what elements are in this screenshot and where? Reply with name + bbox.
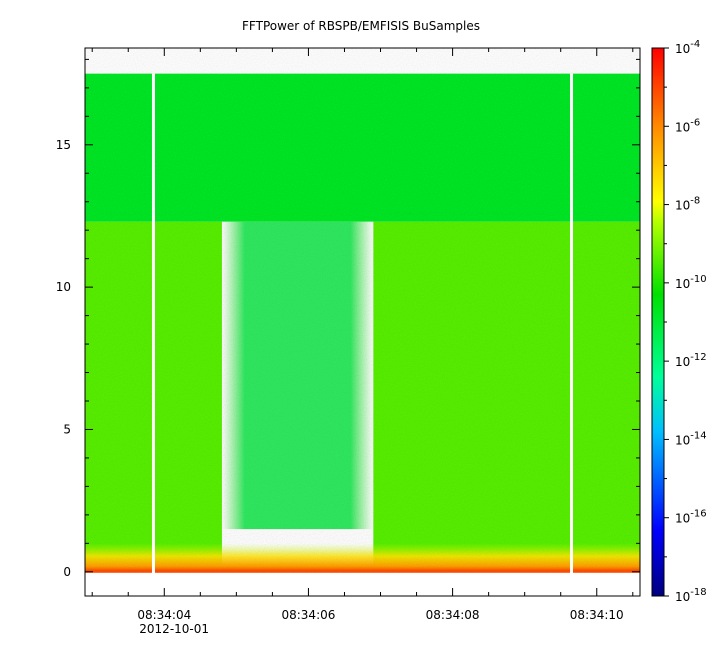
- plot-frame: [84, 47, 641, 597]
- spectrogram-region-4: [85, 73, 640, 222]
- y-axis: 0 5 10 15: [56, 58, 640, 579]
- colorbar-tick-label: 10-8: [675, 196, 700, 213]
- x-tick-label: 08:34:08: [426, 608, 480, 622]
- colorbar-tick-label: 10-12: [675, 352, 707, 369]
- plot-area: [85, 48, 640, 574]
- chart-title: FFTPower of RBSPB/EMFISIS BuSamples: [242, 19, 480, 33]
- spectrogram-region-2: [221, 221, 374, 530]
- x-tick-date-label: 2012-10-01: [139, 622, 209, 636]
- data-gap-2: [570, 73, 574, 574]
- colorbar-gradient: [652, 48, 664, 596]
- y-tick-label: 15: [56, 138, 71, 152]
- colorbar-tick-label: 10-4: [675, 39, 700, 56]
- y-tick-label: 0: [63, 565, 71, 579]
- y-tick-label: 10: [56, 280, 71, 294]
- spectrogram-region-5: [85, 543, 640, 572]
- colorbar-tick-label: 10-14: [675, 430, 707, 447]
- spectrogram-image: [85, 48, 640, 573]
- colorbar-tick-label: 10-10: [675, 274, 707, 291]
- spectrogram-floor-line: [85, 569, 640, 573]
- colorbar-ticks: 10-18 10-16 10-14 10-12 10-10 10-8 10-6 10-4: [664, 39, 707, 604]
- colorbar-tick-label: 10-18: [675, 587, 707, 604]
- colorbar-tick-label: 10-6: [675, 117, 700, 134]
- x-tick-label: 08:34:10: [570, 608, 624, 622]
- x-tick-label: 08:34:04: [137, 608, 191, 622]
- colorbar: 10-18 10-16 10-14 10-12 10-10 10-8 10-6 10-4: [651, 39, 707, 604]
- data-gaps: [151, 73, 574, 574]
- x-tick-label: 08:34:06: [281, 608, 335, 622]
- data-gap-1: [151, 73, 155, 574]
- spectrogram-empty-region: [85, 48, 640, 74]
- colorbar-tick-label: 10-16: [675, 509, 707, 526]
- y-tick-label: 5: [63, 422, 71, 436]
- spectrogram-region-3: [373, 221, 640, 572]
